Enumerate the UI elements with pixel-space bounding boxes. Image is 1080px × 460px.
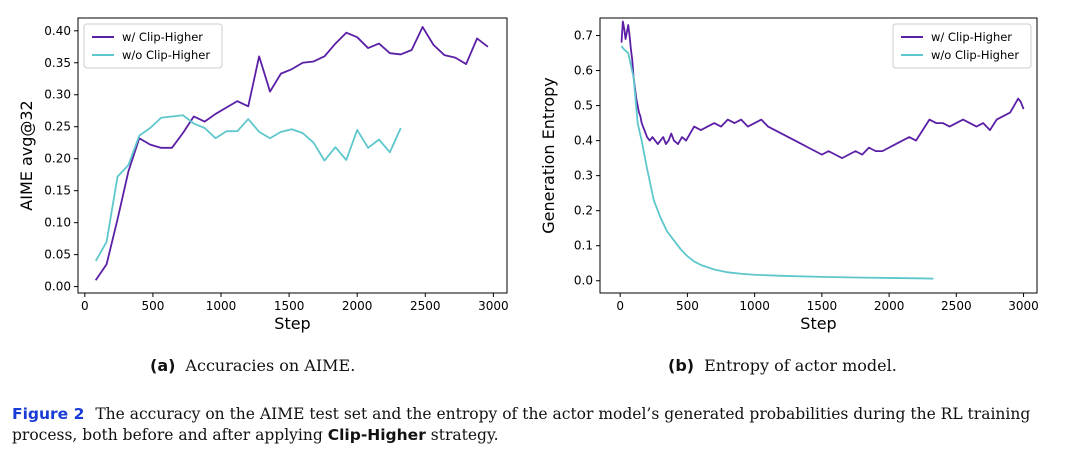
legend-label-a-1: w/ Clip-Higher xyxy=(122,30,203,44)
y-tick-label-b-4: 0.4 xyxy=(574,134,593,148)
y-tick-label-a-2: 0.10 xyxy=(44,216,71,230)
legend-label-b-2: w/o Clip-Higher xyxy=(931,48,1019,62)
y-tick-label-a-8: 0.40 xyxy=(44,24,71,38)
y-tick-label-b-1: 0.1 xyxy=(574,239,593,253)
y-tick-label-b-7: 0.7 xyxy=(574,29,593,43)
y-tick-label-b-6: 0.6 xyxy=(574,64,593,78)
subcaption-a: (a) Accuracies on AIME. xyxy=(150,356,355,375)
legend-box-b xyxy=(892,23,1032,69)
y-tick-label-b-3: 0.3 xyxy=(574,169,593,183)
x-tick-label-b-0: 0 xyxy=(616,299,624,313)
x-tick-label-b-1: 500 xyxy=(676,299,699,313)
subcaption-b: (b) Entropy of actor model. xyxy=(668,356,897,375)
x-tick-label-a-5: 2500 xyxy=(410,299,441,313)
x-tick-label-a-4: 2000 xyxy=(342,299,373,313)
subcaption-a-label: (a) xyxy=(150,356,176,375)
legend-b: w/ Clip-Higher w/o Clip-Higher xyxy=(892,23,1032,69)
plot-frame-a xyxy=(77,17,508,294)
figure-caption: Figure 2 The accuracy on the AIME test s… xyxy=(12,404,1072,446)
subcaption-b-text: Entropy of actor model. xyxy=(704,356,897,375)
panel-accuracy: 0 500 1000 1500 2000 2500 3000 0.00 0.05 0.10 0.15… xyxy=(0,0,540,340)
y-axis-label-a: AIME avg@32 xyxy=(17,100,36,210)
accuracy-chart: 0 500 1000 1500 2000 2500 3000 0.00 0.05 0.10 0.15… xyxy=(17,17,509,333)
y-tick-label-a-6: 0.30 xyxy=(44,88,71,102)
legend-label-a-2: w/o Clip-Higher xyxy=(122,48,210,62)
y-tick-label-b-5: 0.5 xyxy=(574,99,593,113)
x-tick-label-b-5: 2500 xyxy=(941,299,972,313)
series-line-a-1 xyxy=(94,26,489,281)
series-line-b-2 xyxy=(620,45,934,280)
legend-a: w/ Clip-Higher w/o Clip-Higher xyxy=(83,23,223,69)
y-axis-label-b: Generation Entropy xyxy=(540,77,558,234)
x-tick-label-b-2: 1000 xyxy=(739,299,770,313)
y-tick-label-a-5: 0.25 xyxy=(44,120,71,134)
caption-text-after: strategy. xyxy=(430,426,499,444)
y-tick-label-a-1: 0.05 xyxy=(44,248,71,262)
entropy-chart: 0 500 1000 1500 2000 2500 3000 0.0 0.1 0.2 0.3 0.4 0… xyxy=(539,17,1039,333)
x-tick-label-b-3: 1500 xyxy=(807,299,838,313)
figure-label: Figure 2 xyxy=(12,405,85,423)
y-tick-label-a-0: 0.00 xyxy=(44,280,71,294)
subcaption-b-label: (b) xyxy=(668,356,695,375)
x-tick-label-a-6: 3000 xyxy=(478,299,509,313)
y-tick-label-b-2: 0.2 xyxy=(574,204,593,218)
x-tick-label-b-6: 3000 xyxy=(1008,299,1039,313)
subcaption-a-text: Accuracies on AIME. xyxy=(185,356,356,375)
x-tick-label-b-4: 2000 xyxy=(874,299,905,313)
legend-box-a xyxy=(83,23,223,69)
legend-label-b-1: w/ Clip-Higher xyxy=(931,30,1012,44)
series-line-b-1 xyxy=(620,20,1025,160)
x-axis-label-b: Step xyxy=(800,314,836,333)
x-tick-label-a-2: 1000 xyxy=(206,299,237,313)
y-tick-label-a-4: 0.20 xyxy=(44,152,71,166)
panel-entropy: 0 500 1000 1500 2000 2500 3000 0.0 0.1 0.2 0.3 0.4 0… xyxy=(539,0,1080,340)
y-tick-label-a-7: 0.35 xyxy=(44,56,71,70)
caption-strong: Clip-Higher xyxy=(327,426,426,444)
plot-frame-b xyxy=(599,17,1038,294)
x-tick-label-a-0: 0 xyxy=(81,299,89,313)
caption-text-before: The accuracy on the AIME test set and th… xyxy=(12,405,1031,444)
x-tick-label-a-3: 1500 xyxy=(274,299,305,313)
y-tick-label-b-0: 0.0 xyxy=(574,274,593,288)
x-axis-label-a: Step xyxy=(274,314,310,333)
x-tick-label-a-1: 500 xyxy=(141,299,164,313)
series-line-a-2 xyxy=(94,114,402,262)
y-tick-label-a-3: 0.15 xyxy=(44,184,71,198)
